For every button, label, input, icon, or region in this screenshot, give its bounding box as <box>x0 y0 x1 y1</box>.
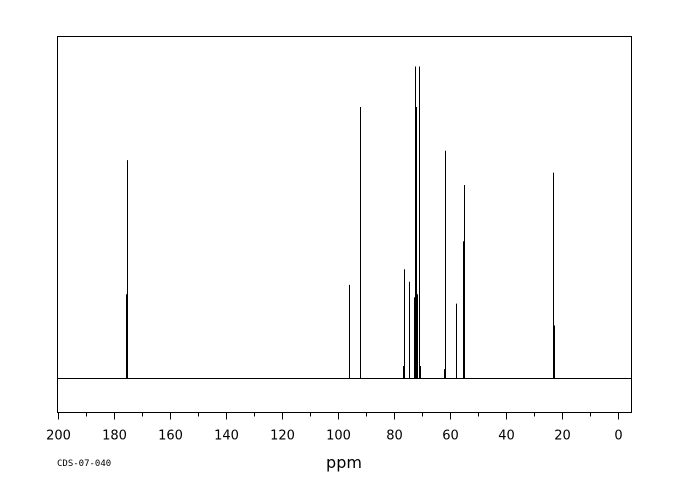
x-tick-label: 40 <box>498 429 515 444</box>
plot-frame <box>57 36 632 413</box>
x-tick-label: 60 <box>442 429 459 444</box>
x-tick-label: 140 <box>214 429 239 444</box>
spectrum-peaks <box>57 66 632 379</box>
x-axis-title: ppm <box>326 453 362 472</box>
sample-code-label: CDS-07-040 <box>57 459 111 469</box>
x-tick-label: 20 <box>554 429 571 444</box>
x-tick-label: 200 <box>46 429 71 444</box>
x-tick-label: 160 <box>158 429 183 444</box>
x-axis: 200 180 160 140 120 100 80 60 40 20 0 <box>46 412 623 444</box>
x-tick-label: 180 <box>102 429 127 444</box>
x-tick-label: 0 <box>614 429 622 444</box>
x-tick-label: 100 <box>326 429 351 444</box>
x-tick-label: 80 <box>386 429 403 444</box>
x-tick-label: 120 <box>270 429 295 444</box>
